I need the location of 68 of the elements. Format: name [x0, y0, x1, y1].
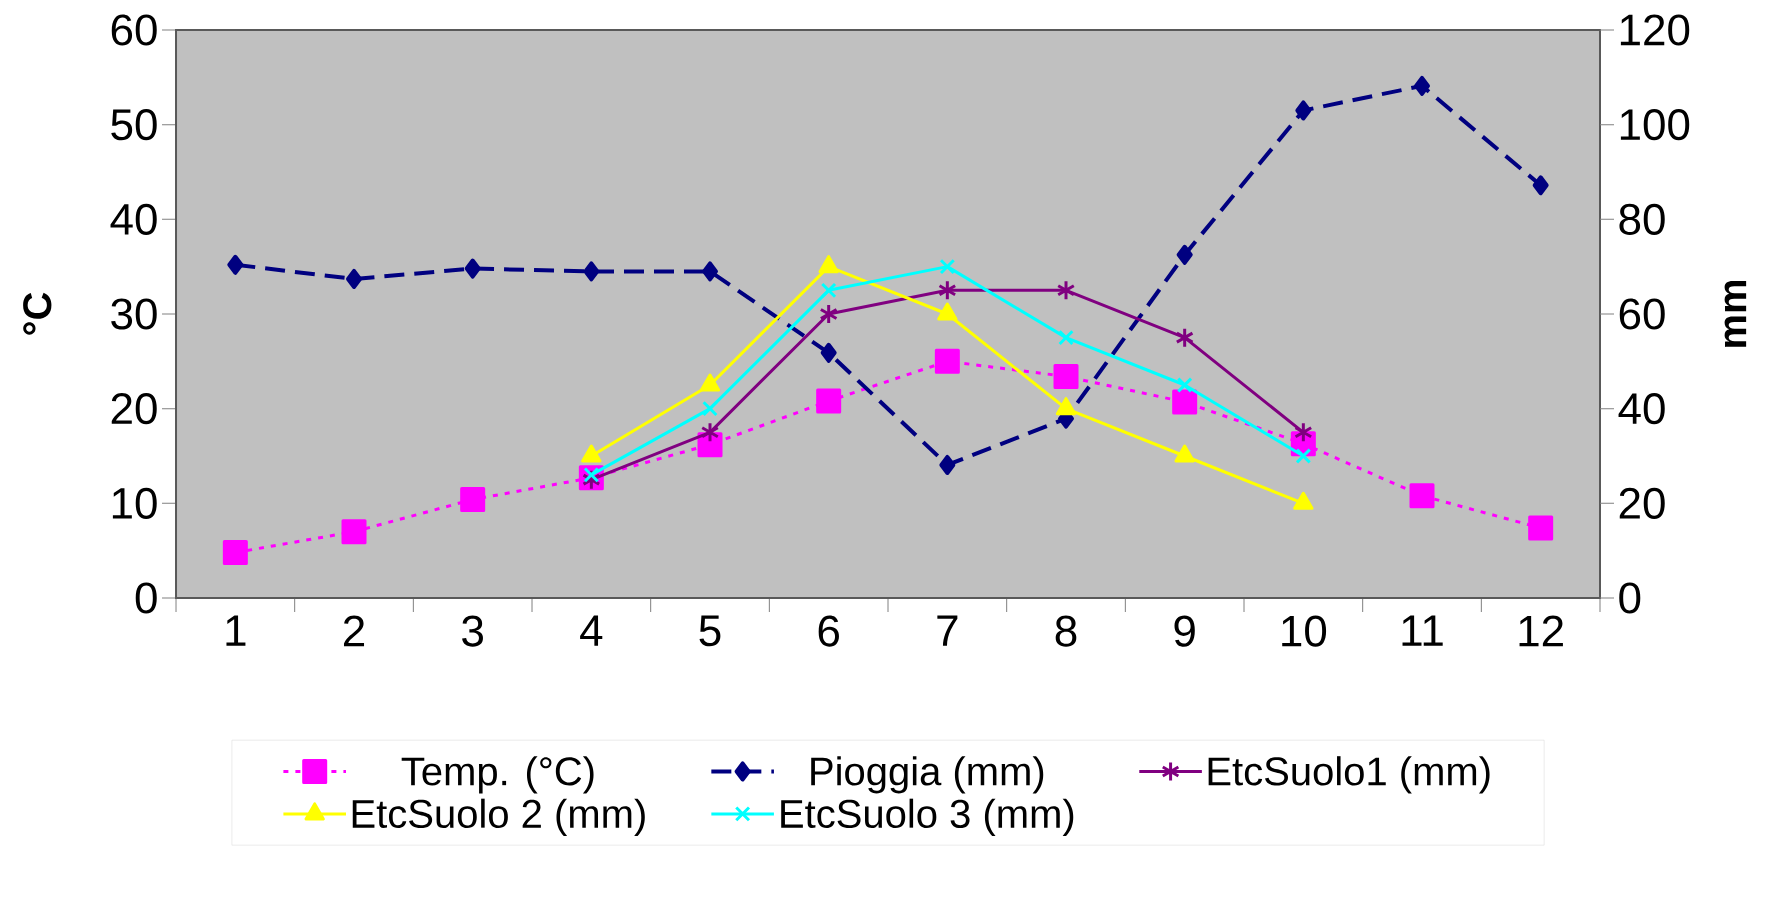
legend-label: EtcSuolo1 (mm) — [1208, 756, 1490, 794]
y-tick-label: 20 — [111, 393, 157, 425]
y2-tick-label: 20 — [1619, 487, 1665, 519]
point — [1409, 483, 1435, 509]
point — [1055, 397, 1077, 416]
x-tick-label: 6 — [818, 615, 839, 647]
x-tick-label: 9 — [1174, 615, 1195, 647]
y-axis-title: °C — [23, 292, 52, 335]
x-tick-label: 11 — [1402, 615, 1443, 646]
point — [819, 303, 838, 325]
y-tick-label: 40 — [110, 203, 157, 235]
y-tick-label: 0 — [135, 582, 157, 614]
x-tick-label: 2 — [343, 615, 365, 647]
point — [583, 467, 600, 483]
point — [1176, 377, 1193, 393]
point — [820, 342, 837, 363]
legend-label: Pioggia (mm) — [811, 756, 1044, 794]
y2-tick-label: 0 — [1619, 582, 1641, 614]
y2-tick-label: 100 — [1620, 109, 1690, 141]
point — [818, 255, 839, 274]
x-tick-label: 7 — [937, 615, 958, 646]
point — [700, 421, 720, 443]
y-tick-label: 30 — [111, 298, 157, 330]
point — [820, 282, 837, 299]
point — [1053, 363, 1079, 389]
x-tick-label: 10 — [1282, 615, 1327, 647]
point — [702, 261, 719, 282]
legend-label: EtcSuolo 2 (mm) — [352, 798, 645, 836]
legend-label: EtcSuolo 3 (mm) — [781, 798, 1074, 836]
y2-tick-label: 80 — [1619, 203, 1665, 235]
legend-label: Temp. (°C) — [401, 756, 594, 794]
point — [816, 388, 842, 414]
point — [1295, 100, 1312, 121]
point — [1414, 75, 1431, 96]
point — [1295, 448, 1312, 464]
point — [938, 279, 957, 301]
point — [1176, 244, 1193, 265]
x-tick-label: 8 — [1055, 615, 1077, 647]
point — [939, 454, 956, 475]
point — [1058, 329, 1074, 346]
point — [222, 540, 248, 566]
point — [1528, 515, 1554, 541]
y2-axis-title: mm — [1724, 280, 1747, 347]
point — [939, 258, 956, 275]
y2-tick-label: 60 — [1619, 298, 1665, 330]
point — [934, 348, 960, 374]
point — [227, 254, 244, 275]
y-tick-label: 50 — [111, 109, 157, 141]
point — [583, 261, 600, 282]
x-tick-label: 12 — [1519, 615, 1563, 647]
point — [460, 487, 486, 513]
y-tick-label: 60 — [111, 14, 157, 46]
point — [464, 258, 481, 279]
point — [341, 519, 367, 545]
x-tick-label: 5 — [699, 615, 721, 647]
y-tick-label: 10 — [112, 487, 157, 519]
point — [346, 268, 363, 289]
y2-tick-label: 120 — [1620, 14, 1690, 46]
point — [702, 400, 718, 417]
point — [1056, 279, 1076, 301]
y2-tick-label: 40 — [1618, 393, 1665, 425]
x-tick-label: 3 — [462, 615, 483, 647]
x-tick-label: 1 — [226, 615, 246, 646]
point — [1175, 327, 1194, 349]
point — [1172, 389, 1198, 415]
point — [1532, 175, 1549, 196]
point — [1294, 421, 1313, 443]
x-tick-label: 4 — [580, 615, 603, 646]
